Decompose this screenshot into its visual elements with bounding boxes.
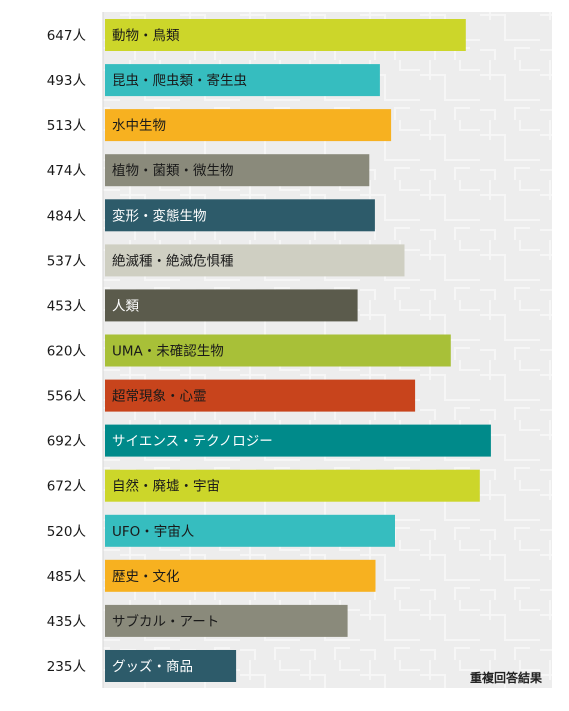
- bar: [105, 64, 380, 97]
- bar-value-label: 484人: [47, 208, 87, 224]
- bar-category-label: 歴史・文化: [112, 569, 180, 585]
- bar-category-label: 変形・変態生物: [112, 207, 207, 224]
- bar: [105, 559, 376, 592]
- bar-category-label: サブカル・アート: [112, 613, 219, 630]
- bar: [105, 650, 237, 682]
- bar: [105, 19, 466, 51]
- bar-value-label: 513人: [47, 118, 87, 134]
- bar: [105, 154, 370, 187]
- bar: [105, 109, 392, 142]
- bar: [105, 604, 348, 637]
- bar-category-label: 絶滅種・絶滅危惧種: [112, 253, 234, 269]
- bar-category-label: UFO・宇宙人: [112, 524, 195, 540]
- bar-value-label: 520人: [47, 524, 87, 540]
- chart-note: 重複回答結果: [470, 670, 542, 685]
- bar-category-label: サイエンス・テクノロジー: [112, 434, 273, 450]
- bar: [105, 289, 358, 322]
- bar-category-label: グッズ・商品: [112, 659, 193, 675]
- bar-category-label: 超常現象・心霊: [112, 389, 207, 405]
- bar-value-label: 672人: [47, 479, 87, 495]
- bar-value-label: 474人: [47, 163, 87, 179]
- bar: [105, 379, 416, 412]
- bar-value-label: 647人: [47, 28, 87, 44]
- bar-value-label: 485人: [47, 569, 87, 585]
- bar-value-label: 692人: [47, 434, 87, 450]
- bar: [105, 334, 451, 367]
- bar: [105, 469, 480, 502]
- bar: [105, 514, 395, 547]
- bar-value-label: 235人: [47, 659, 87, 675]
- bar: [105, 244, 405, 277]
- bar: [105, 424, 491, 457]
- bar-category-label: 昆虫・爬虫類・寄生虫: [112, 72, 247, 89]
- bar-category-label: 人類: [112, 298, 139, 314]
- bar-value-label: 453人: [47, 298, 87, 314]
- bar-category-label: 水中生物: [112, 118, 166, 134]
- bar-category-label: 動物・鳥類: [112, 28, 180, 44]
- bar-category-label: UMA・未確認生物: [112, 344, 224, 360]
- bar-value-label: 435人: [47, 614, 87, 630]
- bar-value-label: 537人: [47, 253, 87, 269]
- bar: [105, 199, 375, 232]
- bar-category-label: 自然・廃墟・宇宙: [112, 478, 220, 495]
- bar-value-label: 493人: [47, 73, 87, 89]
- bars-layer: [102, 12, 491, 688]
- bar-value-label: 556人: [47, 389, 87, 405]
- bar-value-label: 620人: [47, 344, 87, 360]
- bar-category-label: 植物・菌類・微生物: [112, 163, 234, 179]
